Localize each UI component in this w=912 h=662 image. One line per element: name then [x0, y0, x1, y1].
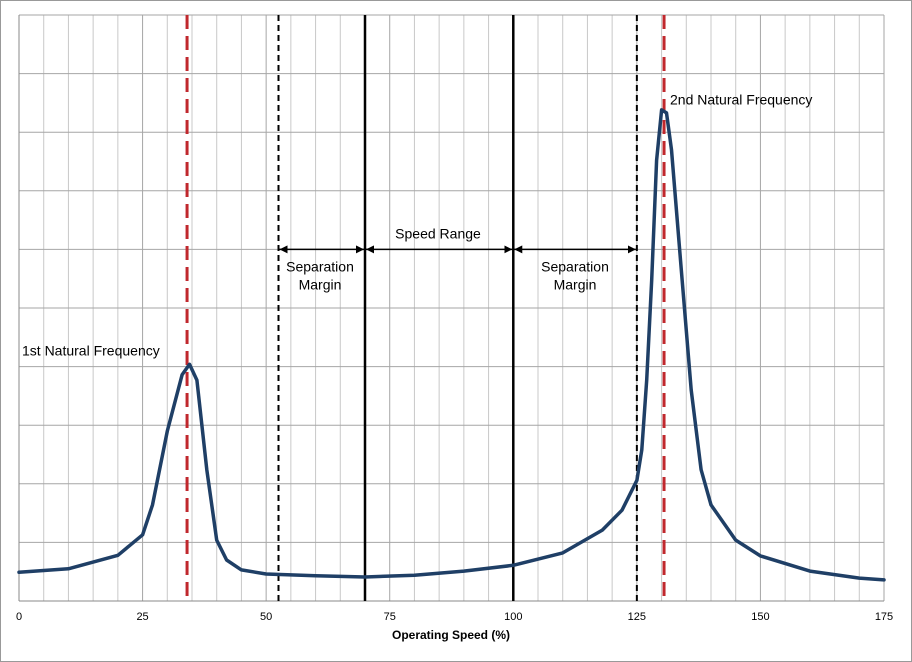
- x-tick-label: 25: [136, 611, 148, 623]
- x-tick-label: 75: [384, 611, 396, 623]
- x-tick-label: 150: [751, 611, 769, 623]
- annotation: Speed Range: [395, 226, 481, 242]
- marks: Separation Margin Speed Range Separation Mar…: [17, 15, 886, 601]
- x-tick-label: 100: [504, 611, 522, 623]
- series-line: [17, 108, 886, 582]
- x-tick-label: 125: [628, 611, 646, 623]
- annotation: Margin: [554, 277, 597, 293]
- annotation: Margin: [299, 277, 342, 293]
- annotation: Separation: [541, 259, 609, 275]
- annotation: Separation: [286, 259, 354, 275]
- x-tick-label: 175: [875, 611, 893, 623]
- x-tick-label: 0: [16, 611, 22, 623]
- x-axis-title: Operating Speed (%): [392, 628, 510, 642]
- annotation: 1st Natural Frequency: [22, 343, 160, 359]
- annotation: 2nd Natural Frequency: [670, 92, 812, 108]
- x-tick-label: 50: [260, 611, 272, 623]
